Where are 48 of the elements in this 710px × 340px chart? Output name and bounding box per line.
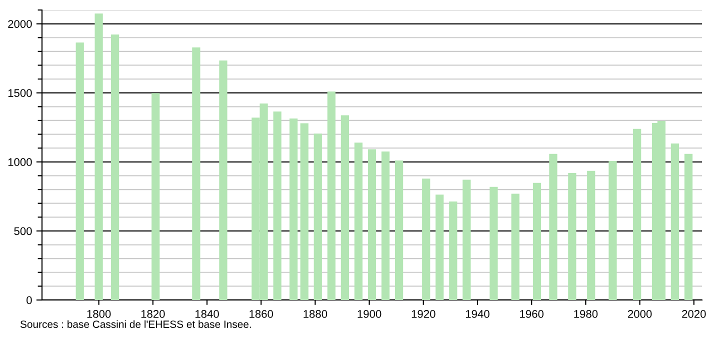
bar [436, 194, 444, 300]
x-tick-label: 1980 [574, 310, 598, 318]
y-tick-label: 2000 [8, 20, 32, 28]
bar [587, 170, 596, 300]
source-note: Sources : base Cassini de l'EHESS et base Insee. [20, 320, 251, 328]
bar [511, 194, 520, 300]
x-tick-label: 1800 [87, 310, 111, 318]
bar [273, 112, 282, 300]
bar [568, 172, 576, 300]
x-tick-label: 1920 [412, 310, 436, 318]
x-tick-label: 1940 [466, 310, 490, 318]
bar [368, 149, 376, 300]
bar [192, 47, 200, 300]
bar [152, 93, 160, 300]
y-tick-label: 500 [14, 227, 32, 236]
y-tick-label: 1000 [8, 158, 32, 166]
bar [354, 142, 363, 300]
x-tick-label: 1860 [250, 310, 274, 318]
bar [300, 123, 308, 300]
bar [449, 202, 458, 300]
bar [394, 160, 404, 300]
bar [110, 34, 120, 300]
bar [314, 134, 322, 300]
bar [549, 154, 558, 300]
bar [290, 118, 298, 300]
x-tick-label: 1880 [304, 310, 328, 318]
bar [490, 186, 498, 300]
x-tick-label: 1900 [358, 310, 382, 318]
y-tick-label: 0 [26, 296, 32, 304]
y-tick-label: 1500 [8, 89, 32, 97]
x-tick-label: 2020 [682, 310, 706, 318]
x-tick-label: 1820 [141, 310, 165, 318]
bar [608, 160, 617, 300]
bar [532, 182, 542, 300]
bar [684, 154, 693, 300]
x-tick-label: 1840 [195, 310, 219, 318]
bar [94, 13, 103, 300]
bar [327, 91, 336, 300]
x-tick-label: 2000 [628, 310, 652, 318]
bar [422, 178, 430, 300]
bar [76, 42, 84, 300]
bar [633, 128, 642, 300]
bar [340, 115, 350, 300]
bar [219, 60, 228, 300]
bar [381, 152, 390, 300]
bar [462, 180, 471, 300]
x-tick-label: 1960 [520, 310, 544, 318]
bar [670, 144, 680, 300]
